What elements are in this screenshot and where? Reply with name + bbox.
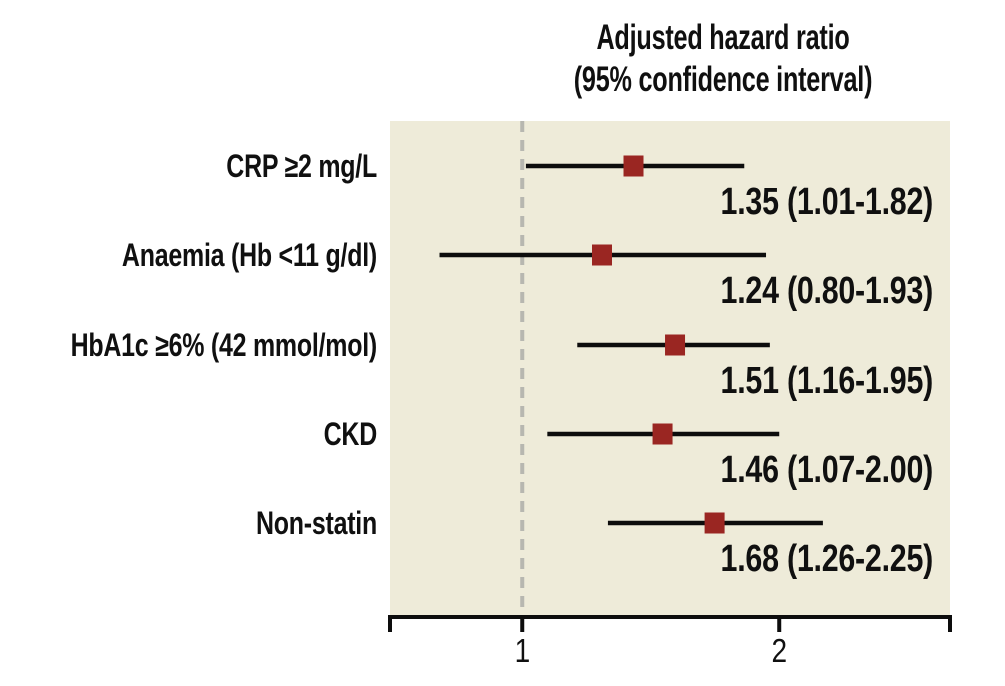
x-axis-tick-label-group: 2: [772, 633, 788, 670]
hr-marker: [704, 512, 725, 534]
plot-area: [390, 121, 950, 617]
x-axis-tick-label-group: 1: [515, 633, 531, 670]
row-label: Non-statin: [256, 506, 377, 542]
hr-value-label: 1.46 (1.07-2.00): [721, 449, 933, 491]
hr-marker: [665, 334, 686, 356]
chart-title-line-1: Adjusted hazard ratio: [596, 18, 850, 57]
row-label-group: Anaemia (Hb <11 g/dl): [122, 238, 377, 274]
hr-value-label: 1.24 (0.80-1.93): [721, 270, 933, 312]
row-label-group: HbA1c ≥6% (42 mmol/mol): [71, 328, 378, 364]
x-axis-tick-label: 1: [515, 633, 530, 670]
hr-value-label-group: 1.51 (1.16-1.95): [721, 360, 934, 402]
hr-value-label-group: 1.68 (1.26-2.25): [721, 538, 934, 580]
row-label-group: CKD: [324, 417, 378, 453]
hr-value-label-group: 1.35 (1.01-1.82): [721, 181, 934, 223]
row-label: Anaemia (Hb <11 g/dl): [122, 238, 377, 274]
chart-title-text: Adjusted hazard ratio (95% confidence in…: [573, 17, 873, 101]
hr-marker: [591, 244, 612, 266]
hr-marker: [652, 423, 673, 445]
row-label: CKD: [324, 417, 377, 453]
row-label-group: Non-statin: [256, 506, 377, 542]
hr-value-label-group: 1.46 (1.07-2.00): [721, 449, 934, 491]
x-axis-tick-label: 2: [772, 633, 787, 670]
hr-value-label-group: 1.24 (0.80-1.93): [721, 270, 934, 312]
row-label: CRP ≥2 mg/L: [226, 149, 377, 185]
hr-value-label: 1.51 (1.16-1.95): [721, 360, 933, 402]
chart-title-line-2: (95% confidence interval): [573, 60, 873, 99]
hr-value-label: 1.35 (1.01-1.82): [721, 181, 933, 223]
hr-value-label: 1.68 (1.26-2.25): [721, 538, 933, 580]
row-label-group: CRP ≥2 mg/L: [226, 149, 377, 185]
row-label: HbA1c ≥6% (42 mmol/mol): [71, 328, 377, 364]
chart-title: Adjusted hazard ratio (95% confidence in…: [516, 17, 931, 101]
hr-marker: [623, 155, 644, 177]
